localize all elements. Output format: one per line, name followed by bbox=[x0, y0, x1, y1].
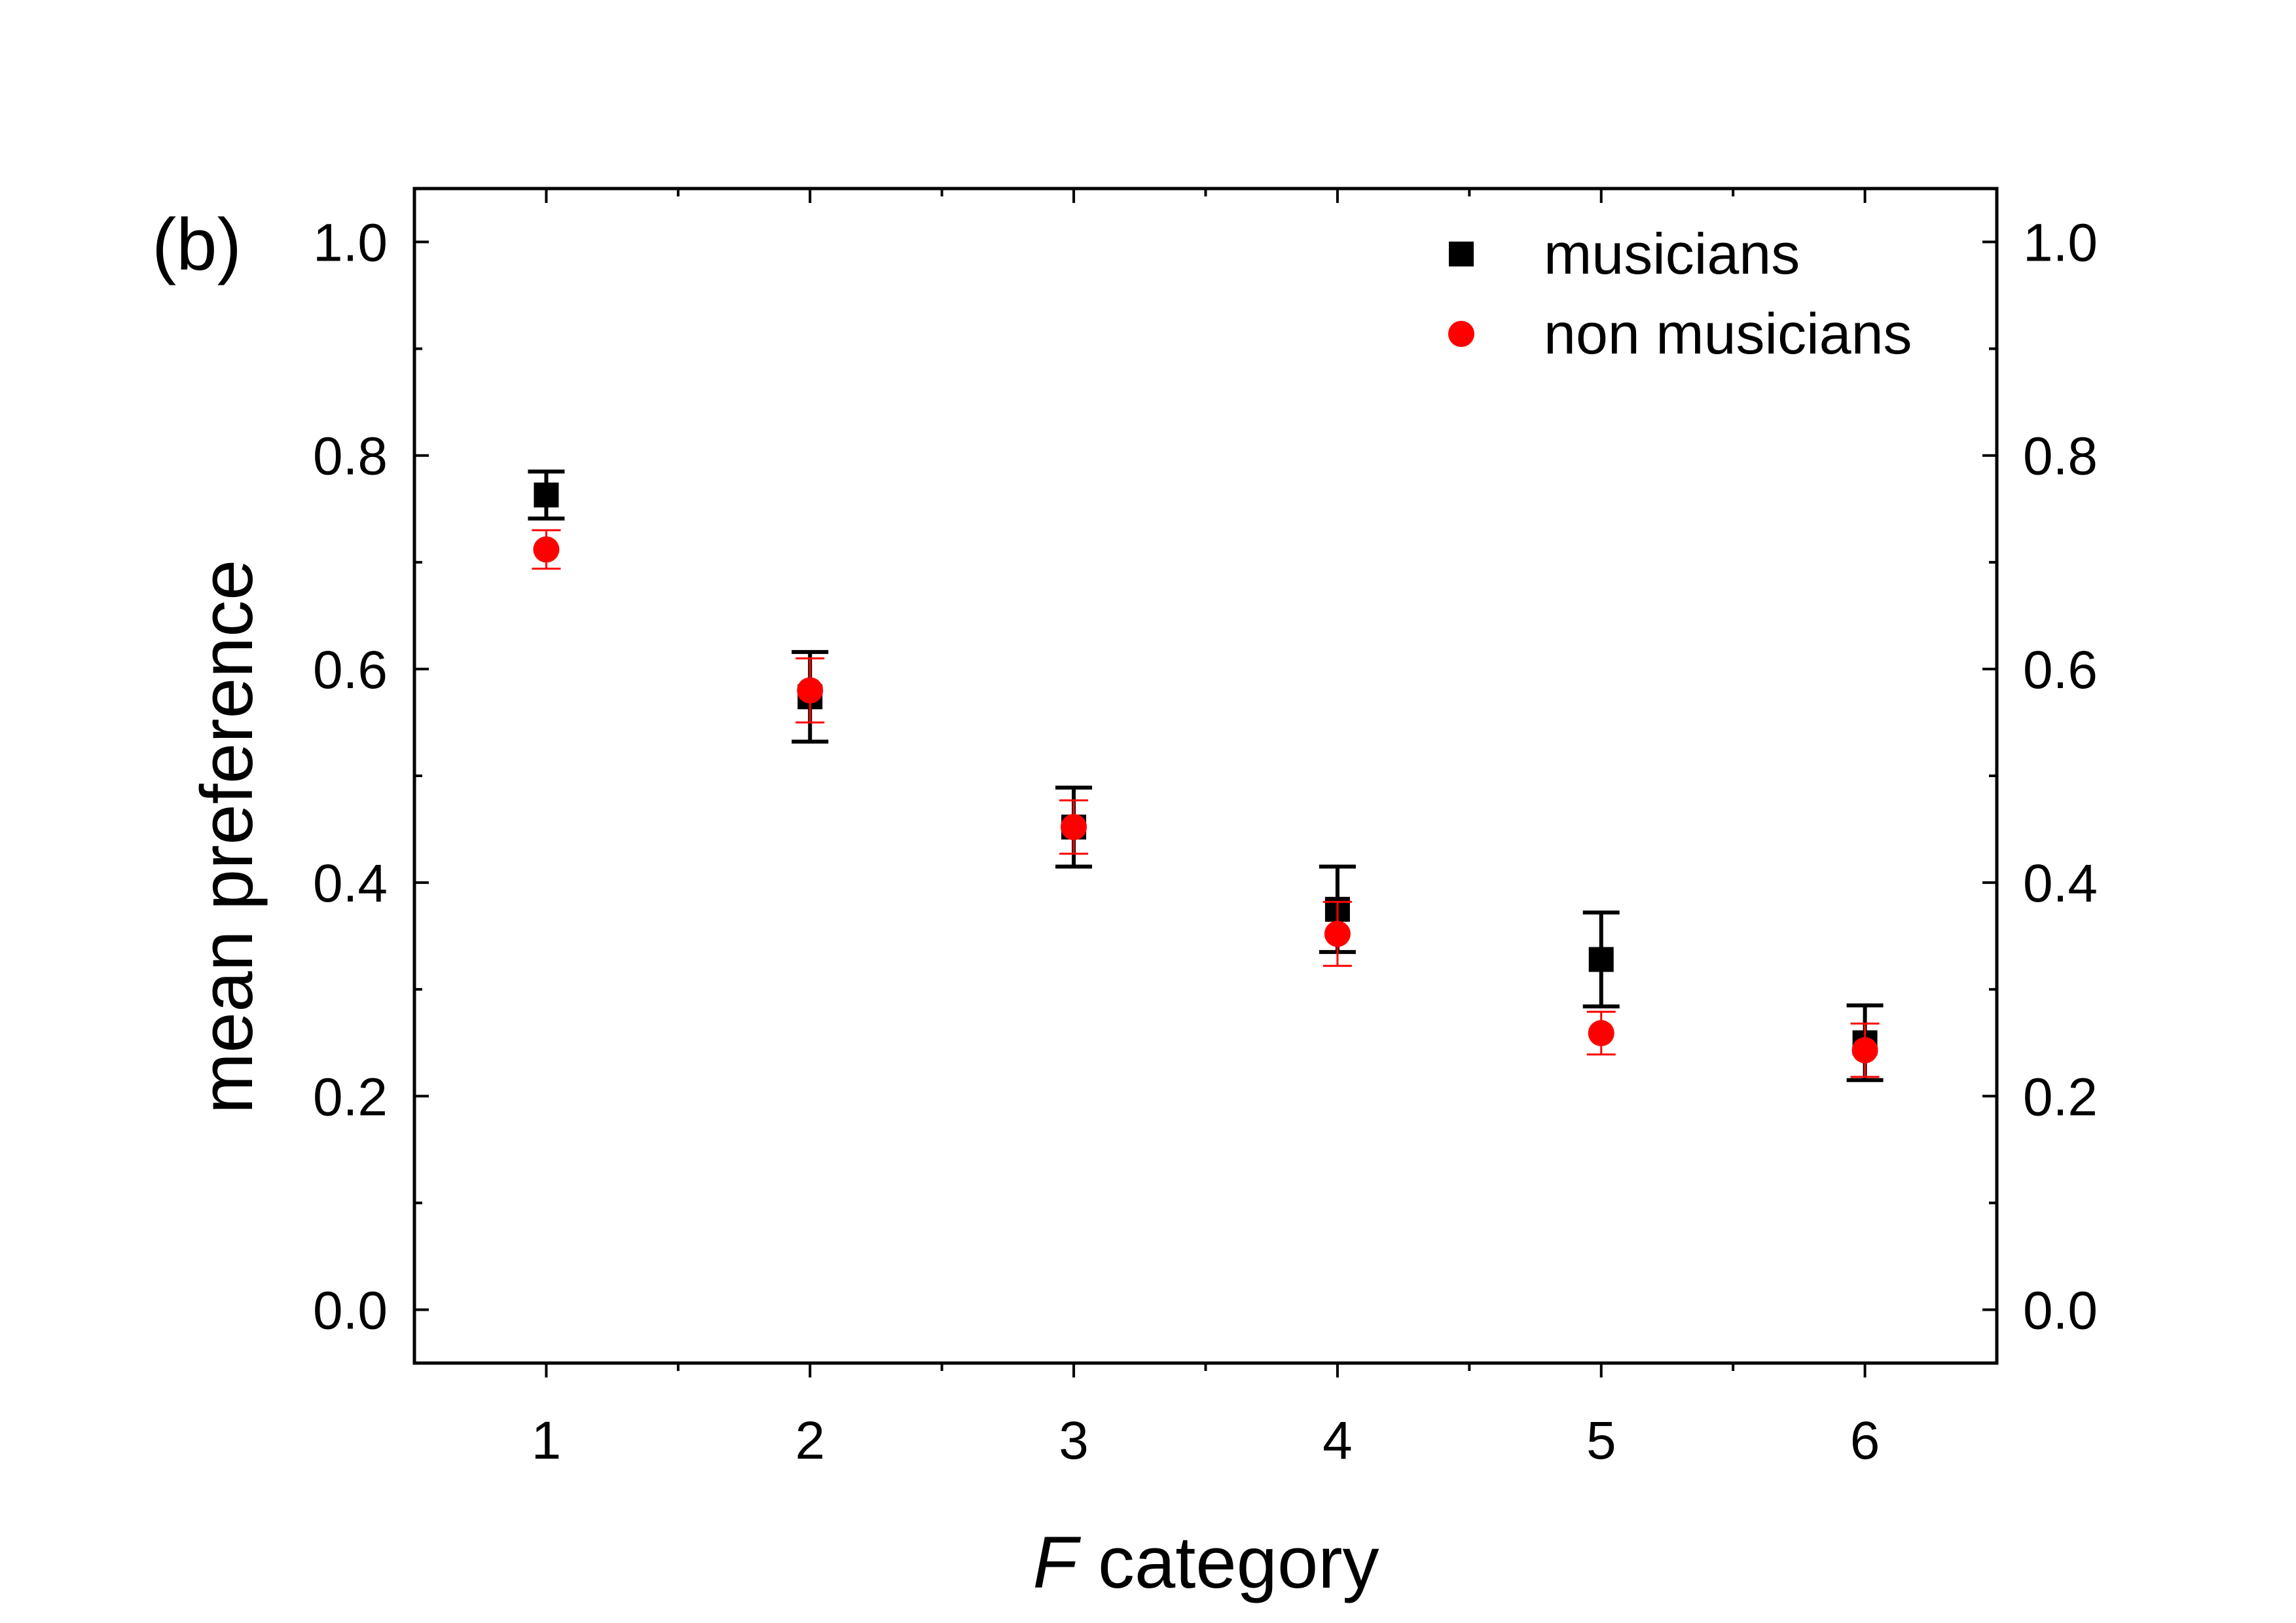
y-right-tick-label: 0.8 bbox=[2023, 427, 2098, 486]
y-left-tick-label: 0.0 bbox=[313, 1281, 388, 1340]
data-point-circle bbox=[533, 536, 560, 563]
x-tick-label: 4 bbox=[1322, 1411, 1353, 1470]
x-tick-label: 6 bbox=[1850, 1411, 1880, 1470]
data-point-circle bbox=[1324, 921, 1351, 947]
data-point-square bbox=[534, 483, 559, 508]
x-tick-label: 5 bbox=[1586, 1411, 1616, 1470]
y-axis-title: mean preference bbox=[186, 560, 268, 1114]
legend-label-non-musicians: non musicians bbox=[1544, 301, 1912, 366]
x-tick-label: 3 bbox=[1059, 1411, 1089, 1470]
legend-marker-non-musicians bbox=[1448, 321, 1474, 347]
y-left-tick-label: 1.0 bbox=[313, 213, 388, 273]
data-point-circle bbox=[1061, 814, 1087, 841]
x-axis-title-rest: category bbox=[1078, 1522, 1379, 1603]
axis-tick-labels: 1 2 3 4 5 6 0.0 0.0 0.2 0.2 0.4 0.4 0.6 0.6 0.8 0.8 1.0 1… bbox=[313, 213, 2098, 1470]
legend-label-musicians: musicians bbox=[1544, 221, 1800, 286]
series-non-musicians bbox=[532, 529, 1880, 1078]
y-right-tick-label: 1.0 bbox=[2023, 213, 2098, 273]
data-point-circle bbox=[1851, 1037, 1878, 1064]
y-right-tick-label: 0.0 bbox=[2023, 1281, 2098, 1340]
x-axis-title-italic: F bbox=[1032, 1522, 1081, 1603]
data-point-circle bbox=[1588, 1020, 1614, 1047]
series-musicians bbox=[528, 469, 1884, 1082]
panel-label: (b) bbox=[152, 204, 242, 285]
y-right-tick-label: 0.2 bbox=[2023, 1067, 2098, 1127]
data-point-circle bbox=[797, 677, 824, 704]
data-point-square bbox=[1588, 947, 1614, 972]
x-axis-title: F category bbox=[1032, 1522, 1379, 1603]
x-tick-label: 1 bbox=[532, 1411, 562, 1470]
y-left-tick-label: 0.8 bbox=[313, 427, 388, 486]
y-right-tick-label: 0.6 bbox=[2023, 640, 2098, 700]
data-marks bbox=[528, 469, 1884, 1082]
y-left-tick-label: 0.2 bbox=[313, 1067, 388, 1127]
y-left-tick-label: 0.4 bbox=[313, 854, 388, 913]
y-right-tick-label: 0.4 bbox=[2023, 854, 2098, 913]
legend-marker-musicians bbox=[1449, 242, 1474, 266]
axis-ticks bbox=[414, 189, 1997, 1377]
legend: musicians non musicians bbox=[1448, 221, 1912, 366]
y-left-tick-label: 0.6 bbox=[313, 640, 388, 700]
x-tick-label: 2 bbox=[795, 1411, 825, 1470]
